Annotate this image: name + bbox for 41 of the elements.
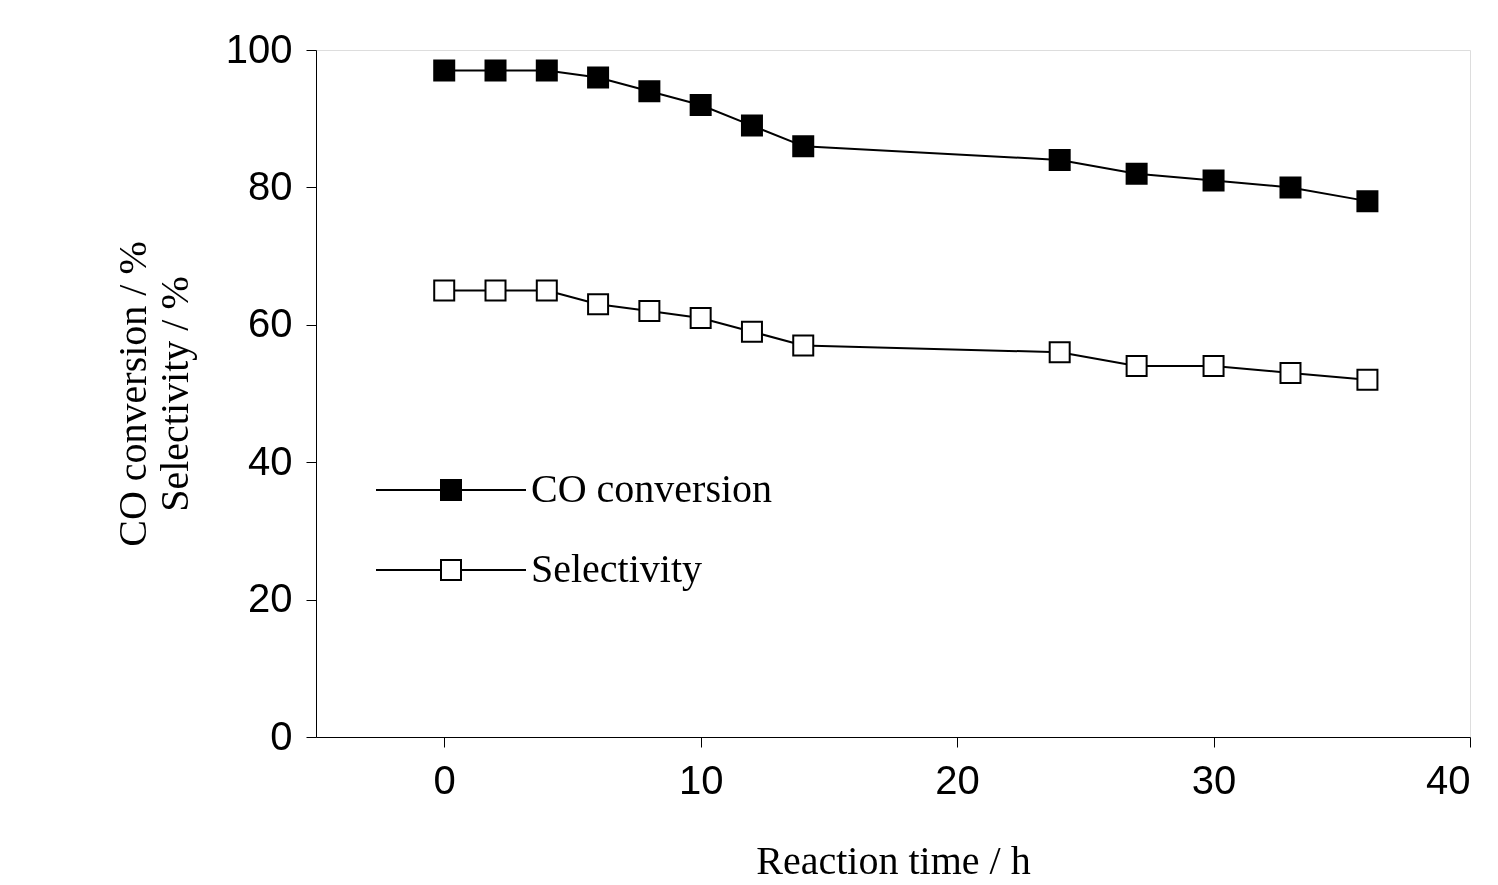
y-tick-label: 60 [248,301,293,346]
point [535,279,558,302]
point [689,93,712,116]
x-tick-label: 40 [1426,757,1471,802]
point [1279,361,1302,384]
legend-label: Selectivity [531,546,703,591]
point [792,334,815,357]
x-tick-label: 30 [1191,757,1237,802]
point [1048,341,1071,364]
point [1202,355,1225,378]
y-tick-label: 0 [270,713,293,758]
y-axis-title: CO conversion / % Selectivity / % [109,241,197,547]
point [484,59,507,82]
x-tick-label: 10 [678,757,724,802]
x-axis-title: Reaction time / h [756,837,1031,883]
point [587,293,610,316]
point [638,80,661,103]
point [433,59,456,82]
point [1202,169,1225,192]
y-tick-label: 80 [248,163,293,208]
point [433,279,456,302]
x-tick-label: 20 [935,757,980,802]
point [740,320,763,343]
y-tick-label: 20 [248,576,293,621]
point [792,135,815,158]
y-tick-label: 40 [248,438,293,483]
legend-label: CO conversion [531,466,773,511]
point [1279,176,1302,199]
point [1125,355,1148,378]
point [638,300,661,323]
point [1356,368,1379,391]
point [535,59,558,82]
point [1048,148,1071,171]
point [587,66,610,89]
x-tick-label: 0 [433,757,456,802]
point [740,114,763,137]
point [689,306,712,329]
y-tick-label: 100 [225,26,293,71]
point [1125,162,1148,185]
point [1356,190,1379,213]
point [484,279,507,302]
